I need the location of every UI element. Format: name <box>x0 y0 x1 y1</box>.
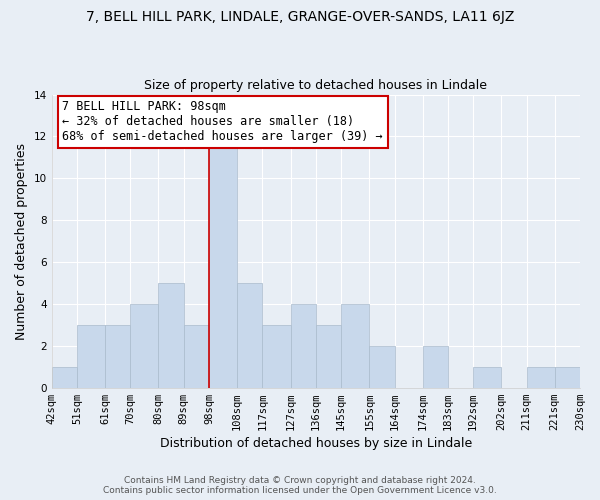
Bar <box>52 367 77 388</box>
Bar <box>341 304 369 388</box>
Bar <box>77 325 105 388</box>
Bar <box>422 346 448 388</box>
Title: Size of property relative to detached houses in Lindale: Size of property relative to detached ho… <box>145 79 487 92</box>
Bar <box>262 325 290 388</box>
Bar <box>316 325 341 388</box>
Bar <box>209 136 237 388</box>
Bar <box>105 325 130 388</box>
Text: Contains HM Land Registry data © Crown copyright and database right 2024.
Contai: Contains HM Land Registry data © Crown c… <box>103 476 497 495</box>
Bar <box>184 325 209 388</box>
Y-axis label: Number of detached properties: Number of detached properties <box>15 142 28 340</box>
Text: 7 BELL HILL PARK: 98sqm
← 32% of detached houses are smaller (18)
68% of semi-de: 7 BELL HILL PARK: 98sqm ← 32% of detache… <box>62 100 383 144</box>
X-axis label: Distribution of detached houses by size in Lindale: Distribution of detached houses by size … <box>160 437 472 450</box>
Text: 7, BELL HILL PARK, LINDALE, GRANGE-OVER-SANDS, LA11 6JZ: 7, BELL HILL PARK, LINDALE, GRANGE-OVER-… <box>86 10 514 24</box>
Bar <box>527 367 555 388</box>
Bar <box>369 346 395 388</box>
Bar <box>158 283 184 388</box>
Bar <box>473 367 502 388</box>
Bar <box>290 304 316 388</box>
Bar <box>130 304 158 388</box>
Bar <box>555 367 580 388</box>
Bar <box>237 283 262 388</box>
